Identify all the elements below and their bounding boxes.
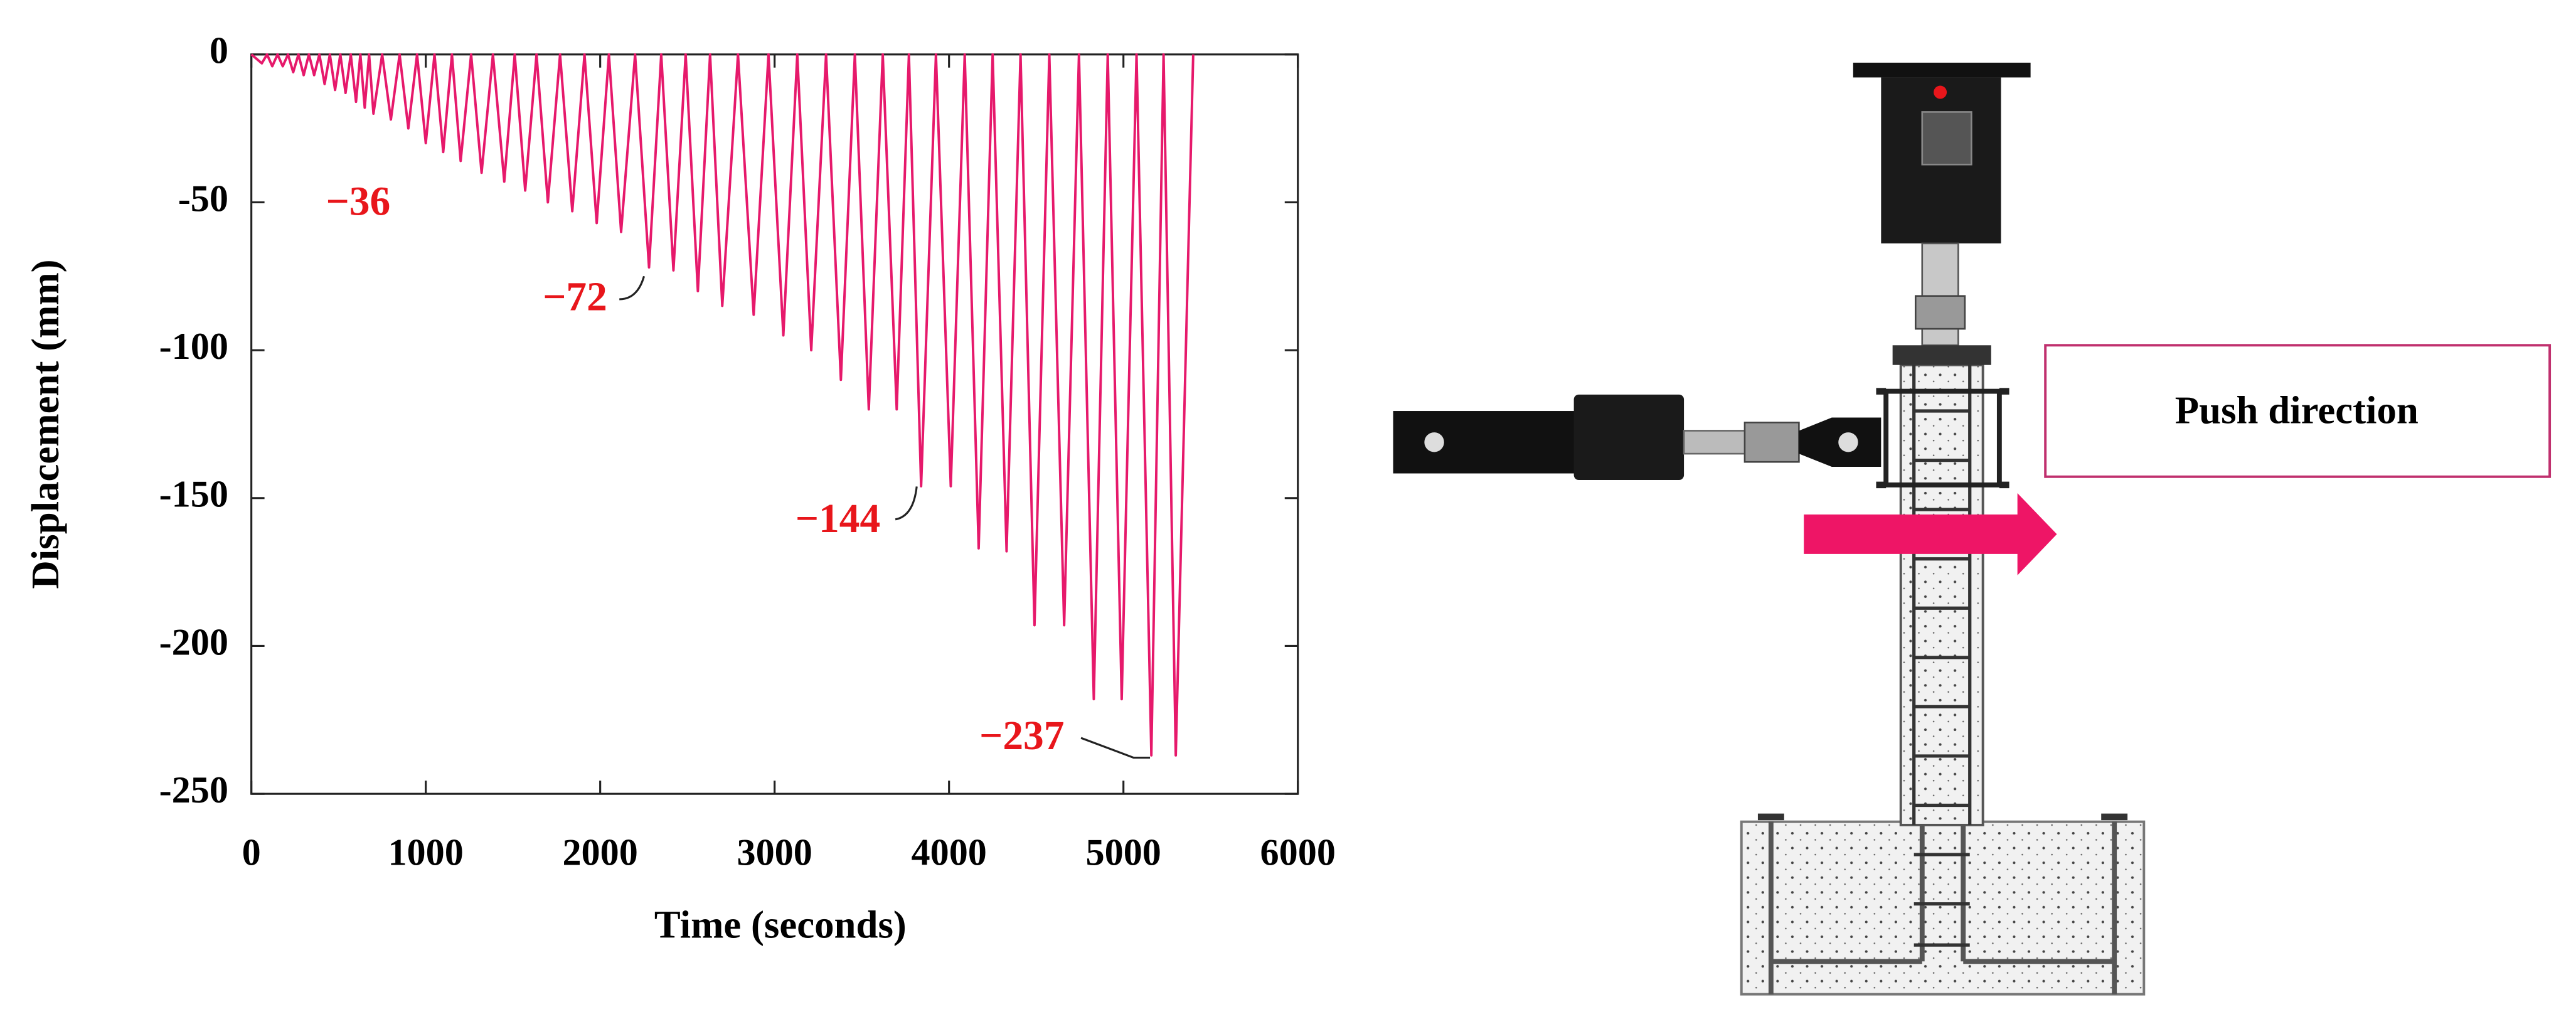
horizontal-actuator: [1393, 411, 1582, 474]
chart: Time (seconds) Displacement (mm) 0 -50 -10…: [23, 30, 1336, 947]
pin: [1424, 432, 1444, 452]
actuator-plate: [1853, 62, 2031, 78]
label-box: [2044, 344, 2552, 478]
vertical-rod: [1921, 242, 1959, 346]
data-line: [250, 53, 1195, 757]
indicator: [1934, 85, 1947, 99]
footing: [1740, 820, 2146, 996]
annotation: −36: [326, 179, 390, 225]
y-axis-title: Displacement (mm): [23, 259, 67, 589]
annotation: −72: [543, 275, 607, 320]
y-tick-label: -100: [159, 326, 228, 368]
actuator-panel: [1921, 111, 1972, 166]
y-tick-label: -250: [159, 769, 228, 811]
stirrups: [1912, 365, 1972, 947]
y-tick-label: -50: [178, 178, 228, 220]
x-tick-label: 4000: [911, 831, 986, 873]
annotation: −144: [796, 496, 880, 541]
rod-joint: [1915, 295, 1966, 330]
annotation-leader: [1080, 737, 1151, 759]
x-tick-label: 0: [242, 831, 261, 873]
load-plate: [1892, 345, 1991, 365]
y-tick-label: 0: [210, 30, 228, 72]
x-tick-label: 2000: [562, 831, 637, 873]
push-arrow: [1804, 493, 2057, 575]
y-tick-label: -150: [159, 474, 228, 516]
annotation-leader: [619, 275, 646, 301]
x-tick-label: 5000: [1085, 831, 1161, 873]
annotation-leader: [895, 486, 918, 521]
test-setup-diagram: Push direction: [1393, 62, 2552, 996]
rebar: [1768, 821, 2117, 994]
pin: [1838, 432, 1858, 452]
load-cell: [1743, 422, 1800, 463]
x-tick-label: 1000: [388, 831, 463, 873]
actuator-rod: [1683, 430, 1751, 455]
x-tick-label: 3000: [737, 831, 812, 873]
annotation: −237: [979, 713, 1064, 759]
x-axis-title: Time (seconds): [654, 902, 907, 946]
clamp-bolts: [1876, 388, 2009, 489]
push-label: Push direction: [2175, 388, 2419, 432]
clamp: [1883, 388, 2002, 488]
x-tick-label: 6000: [1260, 831, 1335, 873]
y-tick-label: -200: [159, 621, 228, 663]
actuator-cylinder: [1573, 394, 1685, 481]
